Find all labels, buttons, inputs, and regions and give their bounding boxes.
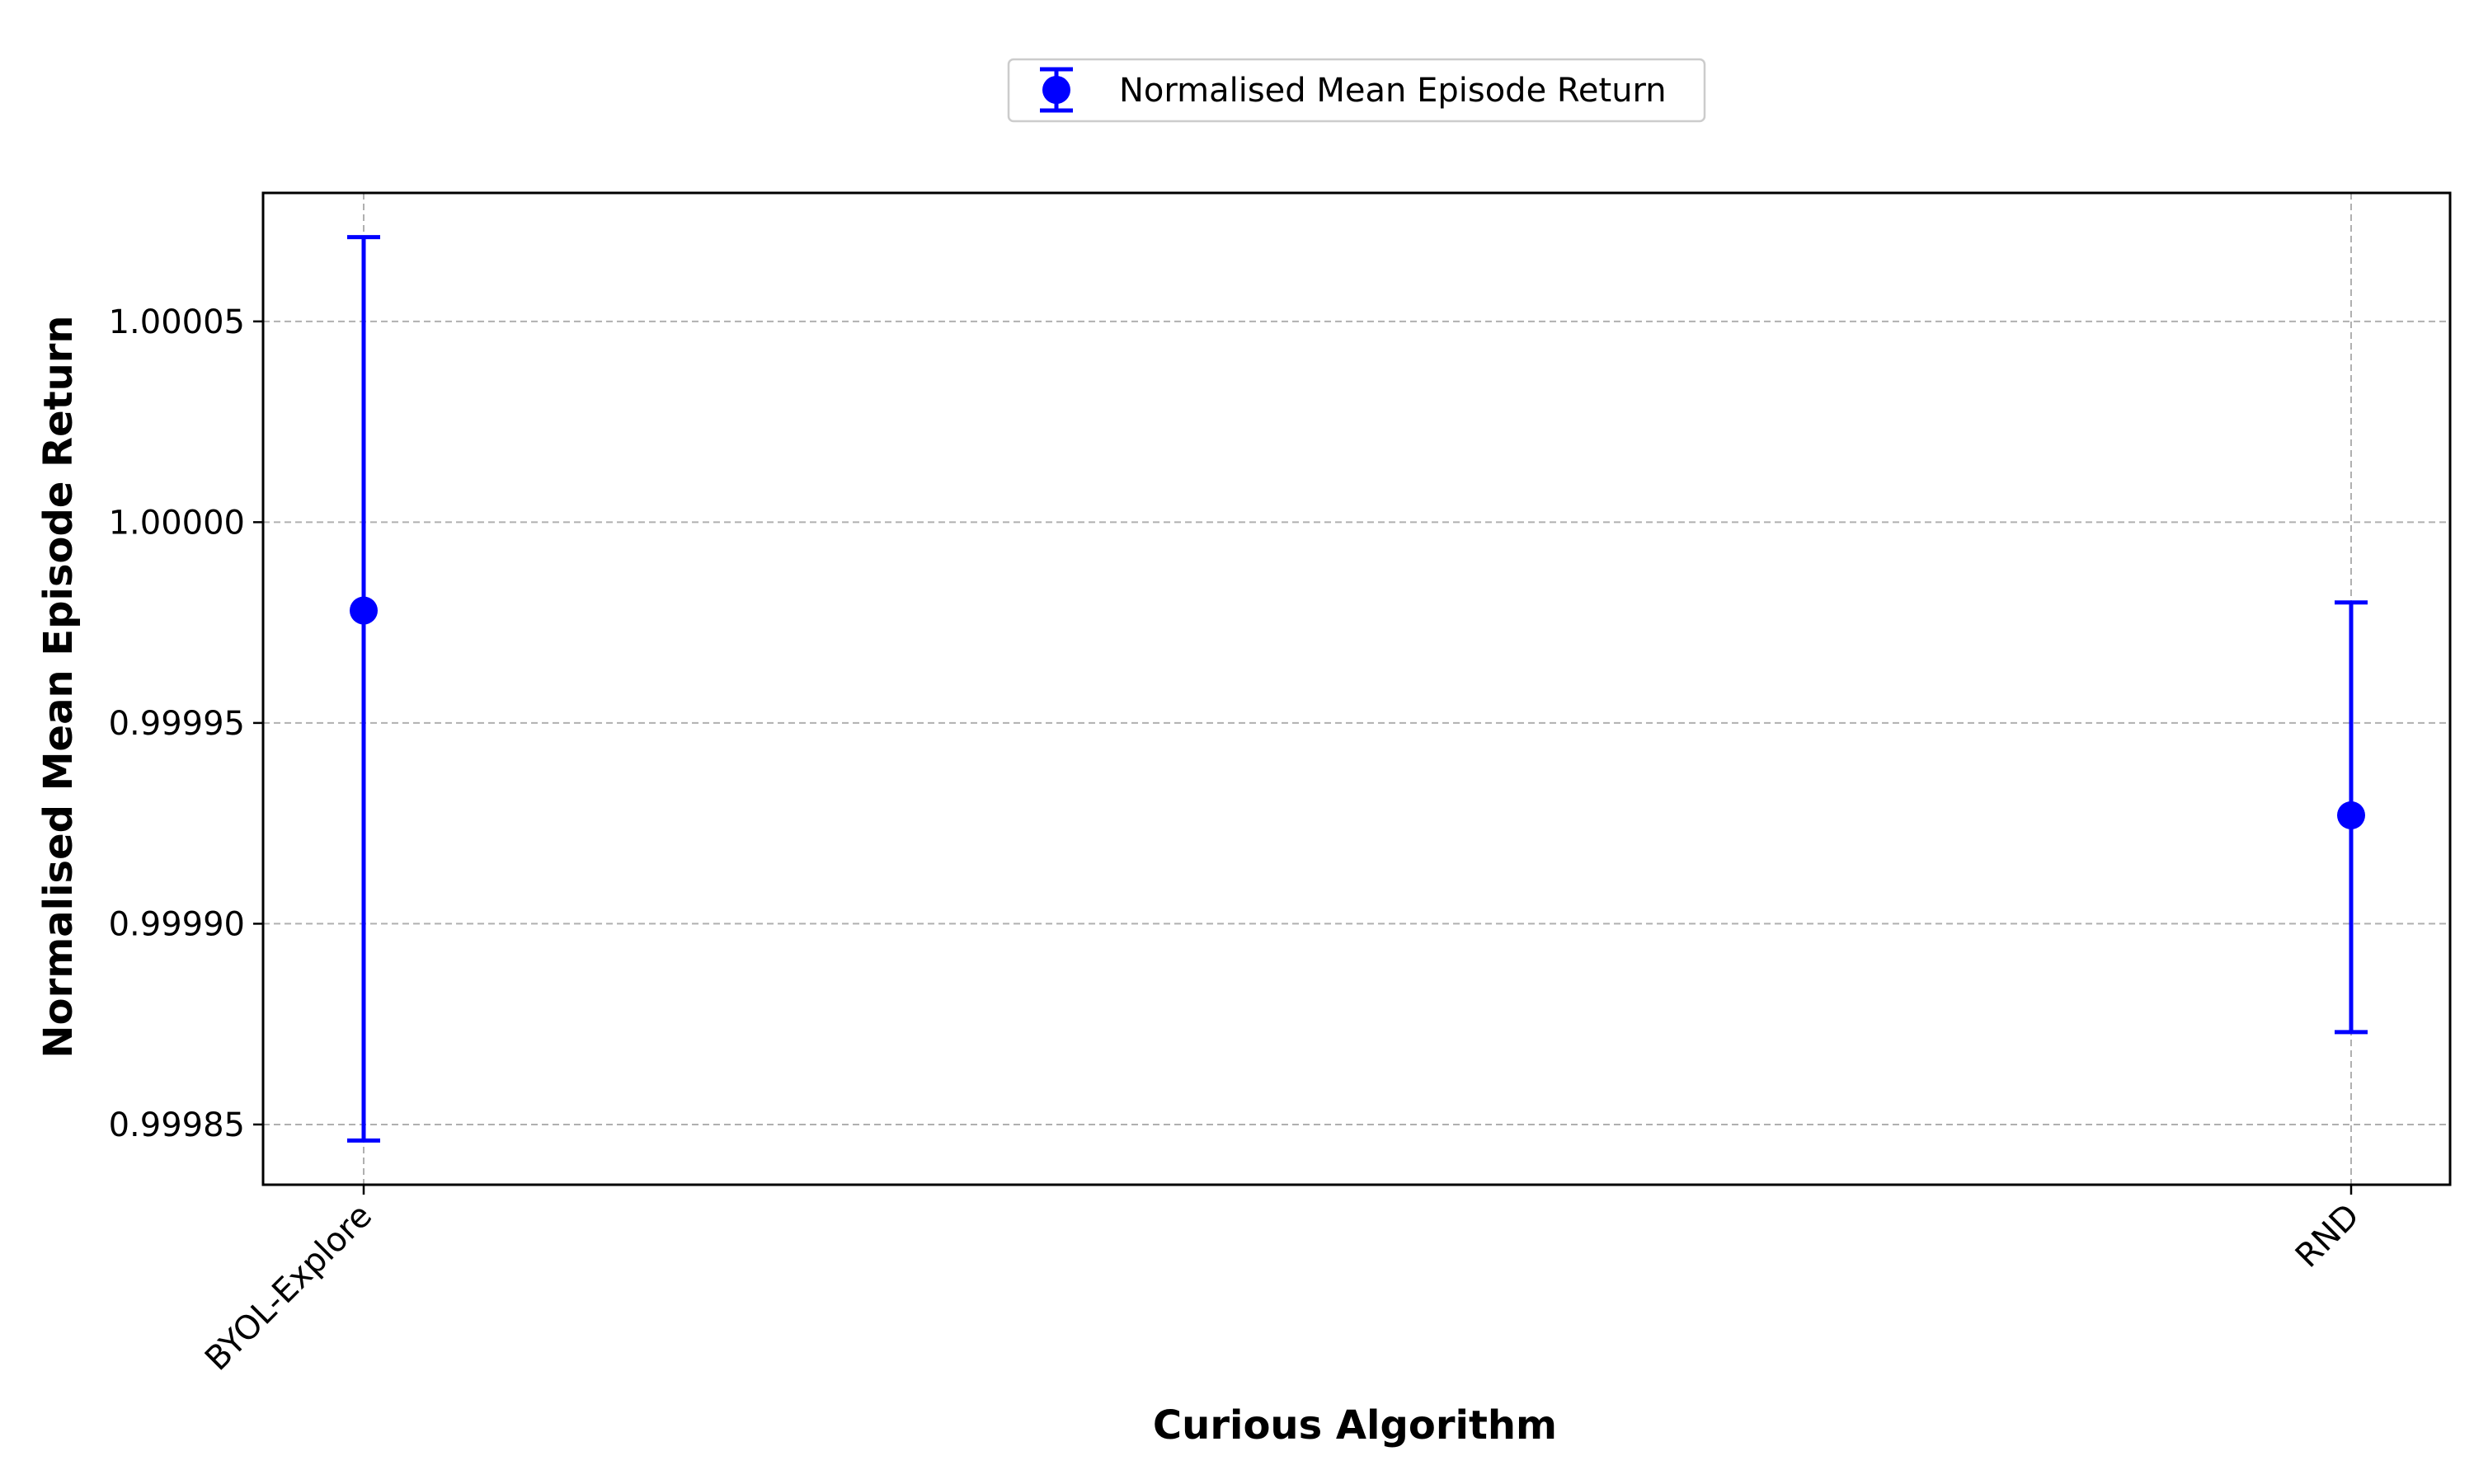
y-tick-label: 0.99990	[109, 905, 245, 943]
data-point	[2337, 801, 2365, 829]
mark-layer	[347, 235, 2368, 1143]
grid-layer	[263, 193, 2450, 1185]
x-tick-label: RND	[2288, 1197, 2367, 1275]
x-tick-label: BYOL-Explore	[198, 1197, 379, 1378]
y-tick-label: 1.00000	[109, 504, 245, 542]
y-axis-title: Normalised Mean Episode Return	[35, 315, 82, 1058]
legend: Normalised Mean Episode Return	[1007, 58, 1706, 123]
y-tick-label: 1.00005	[109, 303, 245, 341]
plot-frame	[261, 191, 2452, 1186]
legend-frame	[1007, 58, 1706, 123]
legend-marker	[1040, 67, 1073, 113]
x-axis-title: Curious Algorithm	[1153, 1402, 1557, 1449]
y-tick-label: 0.99995	[109, 705, 245, 743]
data-point	[350, 596, 378, 625]
legend-label: Normalised Mean Episode Return	[1119, 72, 1667, 110]
y-tick-label: 0.99985	[109, 1106, 245, 1144]
legend-point	[1042, 76, 1070, 104]
tick-layer: 0.99985 0.99990 0.99995 1.00000 1.00005 BYOL-…	[109, 303, 2367, 1378]
